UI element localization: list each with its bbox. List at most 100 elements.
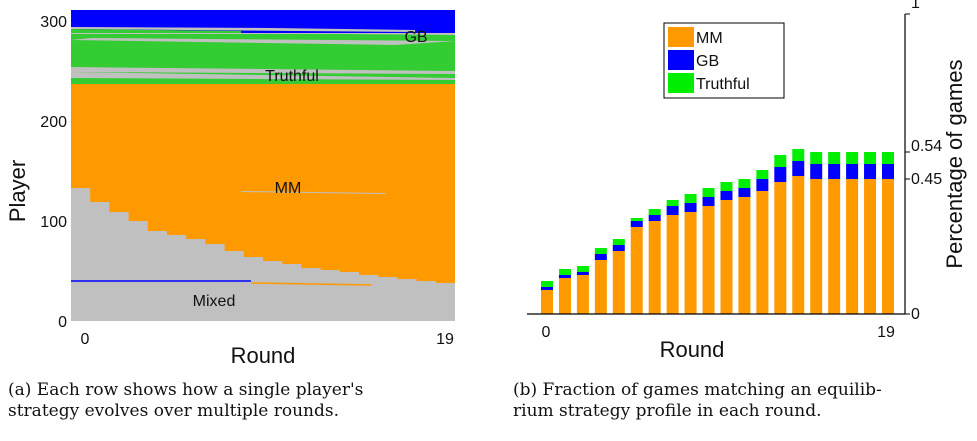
- bar-gb: [810, 164, 823, 179]
- bar-mm: [756, 191, 769, 314]
- bar-truthful: [828, 152, 841, 164]
- gb-truthful-band: [71, 29, 241, 33]
- bar-mm: [810, 179, 823, 314]
- caption-a-line-1: (a) Each row shows how a single player's: [8, 380, 364, 400]
- x-axis-label: Round: [660, 337, 725, 362]
- bar-mm: [864, 179, 877, 314]
- legend: MM GB Truthful: [663, 22, 785, 99]
- bar-truthful: [594, 248, 607, 254]
- bar-mm: [846, 179, 859, 314]
- bar-mm: [648, 221, 661, 314]
- caption-a-line-2: strategy evolves over multiple rounds.: [8, 401, 339, 421]
- panel-a-ticks: 0 100 200 300 0 19: [40, 14, 454, 348]
- bar-truthful: [720, 182, 733, 191]
- bar-truthful: [792, 149, 805, 161]
- bar-mm: [738, 197, 751, 314]
- truthful-mixed-band: [71, 38, 455, 45]
- legend-label-mm: MM: [696, 30, 723, 47]
- bar-mm: [576, 275, 589, 314]
- bar-gb: [702, 197, 715, 206]
- bar-gb: [594, 254, 607, 260]
- y-tick-label: 0.54: [911, 138, 942, 155]
- y-tick-label: 100: [40, 214, 67, 231]
- x-axis-label: Round: [231, 343, 296, 368]
- region-label-truthful: Truthful: [265, 68, 319, 85]
- region-label-gb: GB: [404, 29, 427, 46]
- bar-mm: [612, 251, 625, 314]
- legend-swatch-gb: [668, 50, 694, 70]
- bar-mm: [774, 182, 787, 314]
- bar-mm: [630, 227, 643, 314]
- bar-gb: [738, 188, 751, 197]
- bar-truthful: [756, 170, 769, 179]
- mm-thin-line: [250, 282, 372, 286]
- bar-truthful: [630, 218, 643, 221]
- bar-truthful: [576, 266, 589, 272]
- bar-truthful: [882, 152, 894, 164]
- bar-mm: [828, 179, 841, 314]
- bar-gb: [666, 206, 679, 215]
- gb-region: [71, 10, 455, 33]
- bar-truthful: [738, 179, 751, 188]
- y-tick-label: 0.45: [911, 171, 942, 188]
- bar-mm: [558, 278, 571, 314]
- y-tick-label: 300: [40, 14, 67, 31]
- mm-region: [71, 84, 455, 283]
- bar-gb: [612, 245, 625, 251]
- bar-gb: [864, 164, 877, 179]
- x-tick-label: 19: [436, 331, 454, 348]
- bar-mm: [594, 260, 607, 314]
- bar-mm: [541, 290, 553, 314]
- region-label-mixed: Mixed: [193, 293, 236, 310]
- truthful-mixed-band: [71, 67, 455, 74]
- y-tick-label: 0: [911, 306, 920, 323]
- truthful-mixed-band: [71, 72, 455, 80]
- gb-mixed-band: [71, 27, 415, 32]
- bar-gb: [558, 275, 571, 278]
- x-tick-label: 19: [877, 324, 895, 341]
- bar-gb: [630, 221, 643, 227]
- bar-mm: [666, 215, 679, 314]
- bar-mm: [792, 176, 805, 314]
- x-tick-label: 0: [542, 324, 551, 341]
- bar-mm: [702, 206, 715, 314]
- region-label-mm: MM: [275, 180, 302, 197]
- bar-gb: [828, 164, 841, 179]
- legend-label-gb: GB: [696, 53, 719, 70]
- bar-mm: [720, 200, 733, 314]
- caption-b-line-1: (b) Fraction of games matching an equili…: [513, 380, 882, 400]
- bar-truthful: [612, 239, 625, 245]
- caption-b-line-2: rium strategy profile in each round.: [513, 401, 822, 421]
- bar-truthful: [774, 155, 787, 167]
- bar-mm: [684, 212, 697, 314]
- bar-gb: [684, 203, 697, 212]
- bar-truthful: [541, 281, 553, 287]
- bar-truthful: [864, 152, 877, 164]
- bar-truthful: [648, 209, 661, 215]
- y-tick-label: 0: [58, 314, 67, 331]
- panel-a-player-strategy-chart: GB Truthful MM Mixed 0 100 200 300 0 19 Round…: [5, 10, 455, 368]
- panel-b-ticks: 0 0.45 0.54 1 0 19: [542, 0, 943, 341]
- legend-swatch-mm: [668, 27, 694, 47]
- y-tick-label: 200: [40, 114, 67, 131]
- legend-swatch-truthful: [668, 73, 694, 93]
- y-axis-label: Percentage of games: [942, 59, 967, 268]
- bar-gb: [756, 179, 769, 191]
- bar-truthful: [684, 194, 697, 203]
- bar-gb: [846, 164, 859, 179]
- bar-gb: [648, 215, 661, 221]
- bar-gb: [882, 164, 894, 179]
- bar-truthful: [846, 152, 859, 164]
- x-tick-label: 0: [81, 331, 90, 348]
- bar-truthful: [666, 200, 679, 206]
- y-axis-label: Player: [5, 160, 30, 222]
- panel-b-bars: [541, 149, 894, 314]
- legend-label-truthful: Truthful: [696, 76, 750, 93]
- bar-gb: [541, 287, 553, 290]
- mm-mixed-sliver: [241, 191, 386, 194]
- bar-truthful: [702, 188, 715, 197]
- y-tick-label: 1: [911, 0, 920, 12]
- panel-b-equilibrium-chart: 0 0.45 0.54 1 0 19 MM GB Truthful Round Percent…: [527, 0, 967, 362]
- bar-gb: [792, 161, 805, 176]
